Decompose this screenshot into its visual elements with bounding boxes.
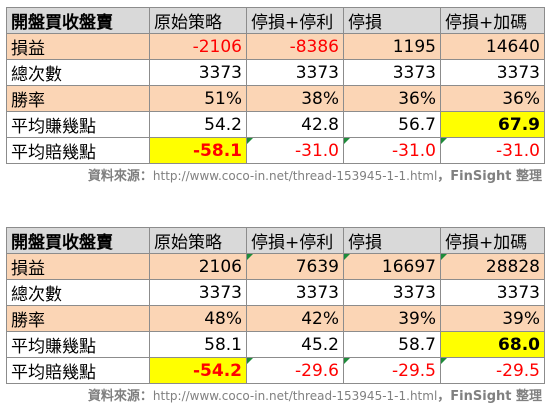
table-cell: 42.8 <box>246 111 344 138</box>
column-header: 停損 <box>343 227 441 254</box>
table-cell: -31.0 <box>343 137 441 164</box>
table-cell: 28828 <box>440 253 545 280</box>
table-cell: -31.0 <box>440 137 545 164</box>
table-cell: 3373 <box>440 59 545 86</box>
table-cell: 39% <box>440 305 545 332</box>
row-avg-loss: 平均賠幾點 -58.1 -31.0 -31.0 -31.0 <box>6 137 545 164</box>
row-label: 損益 <box>6 253 150 280</box>
table-cell: 45.2 <box>246 331 344 358</box>
column-header: 停損 <box>343 7 441 34</box>
row-profit-loss: 損益 2106 7639 16697 28828 <box>6 253 545 280</box>
header-row: 開盤買收盤賣 原始策略 停損+停利 停損 停損+加碼 <box>6 7 545 34</box>
source-caption: 資料來源：http://www.coco-in.net/thread-15394… <box>6 385 544 407</box>
source-url: http://www.coco-in.net/thread-153945-1-1… <box>152 389 438 403</box>
table-cell: 1195 <box>343 33 441 60</box>
table-cell: -29.5 <box>440 357 545 384</box>
table-cell: 2106 <box>149 253 247 280</box>
table-cell: 3373 <box>149 59 247 86</box>
source-suffix: ，FinSight 整理 <box>437 169 542 184</box>
strategy-table-2: 開盤買收盤賣 原始策略 停損+停利 停損 停損+加碼 損益 2106 7639 … <box>6 227 545 384</box>
source-prefix: 資料來源： <box>87 169 153 184</box>
row-label: 勝率 <box>6 85 150 112</box>
table-cell: 58.1 <box>149 331 247 358</box>
table-cell: 48% <box>149 305 247 332</box>
highlighted-cell: 67.9 <box>440 111 545 138</box>
row-label: 平均賺幾點 <box>6 111 150 138</box>
table-cell: -29.5 <box>343 357 441 384</box>
source-url: http://www.coco-in.net/thread-153945-1-1… <box>152 169 438 183</box>
row-total-trades: 總次數 3373 3373 3373 3373 <box>6 59 545 86</box>
table-cell: 16697 <box>343 253 441 280</box>
table-cell: 3373 <box>440 279 545 306</box>
table-cell: 3373 <box>343 59 441 86</box>
row-win-rate: 勝率 48% 42% 39% 39% <box>6 305 545 332</box>
row-label: 平均賺幾點 <box>6 331 150 358</box>
row-avg-loss: 平均賠幾點 -54.2 -29.6 -29.5 -29.5 <box>6 357 545 384</box>
highlighted-cell: 68.0 <box>440 331 545 358</box>
table-cell: 56.7 <box>343 111 441 138</box>
row-avg-gain: 平均賺幾點 54.2 42.8 56.7 67.9 <box>6 111 545 138</box>
strategy-table-1: 開盤買收盤賣 原始策略 停損+停利 停損 停損+加碼 損益 -2106 -838… <box>6 7 545 164</box>
table-title: 開盤買收盤賣 <box>6 7 150 34</box>
table-cell: 3373 <box>246 59 344 86</box>
row-label: 平均賠幾點 <box>6 357 150 384</box>
column-header: 停損+加碼 <box>440 7 545 34</box>
table-cell: -2106 <box>149 33 247 60</box>
comparison-block-1: FinSight 開盤買收盤賣 原始策略 停損+停利 停損 停損+加碼 損益 -… <box>6 7 545 187</box>
source-caption: 資料來源：http://www.coco-in.net/thread-15394… <box>6 165 544 187</box>
highlighted-cell: -58.1 <box>149 137 247 164</box>
table-cell: 58.7 <box>343 331 441 358</box>
table-cell: -8386 <box>246 33 344 60</box>
row-total-trades: 總次數 3373 3373 3373 3373 <box>6 279 545 306</box>
column-header: 原始策略 <box>149 227 247 254</box>
table-cell: 7639 <box>246 253 344 280</box>
source-suffix: ，FinSight 整理 <box>437 389 542 404</box>
table-cell: 39% <box>343 305 441 332</box>
column-header: 停損+停利 <box>246 227 344 254</box>
table-cell: -29.6 <box>246 357 344 384</box>
table-title: 開盤買收盤賣 <box>6 227 150 254</box>
column-header: 停損+停利 <box>246 7 344 34</box>
source-prefix: 資料來源： <box>87 389 153 404</box>
row-win-rate: 勝率 51% 38% 36% 36% <box>6 85 545 112</box>
table-cell: 3373 <box>246 279 344 306</box>
column-header: 停損+加碼 <box>440 227 545 254</box>
highlighted-cell: -54.2 <box>149 357 247 384</box>
row-label: 總次數 <box>6 59 150 86</box>
table-cell: 38% <box>246 85 344 112</box>
comparison-block-2: FinSight 開盤買收盤賣 原始策略 停損+停利 停損 停損+加碼 損益 2… <box>6 227 545 407</box>
table-cell: -31.0 <box>246 137 344 164</box>
row-label: 總次數 <box>6 279 150 306</box>
table-cell: 51% <box>149 85 247 112</box>
table-cell: 3373 <box>149 279 247 306</box>
table-cell: 54.2 <box>149 111 247 138</box>
row-avg-gain: 平均賺幾點 58.1 45.2 58.7 68.0 <box>6 331 545 358</box>
table-cell: 36% <box>343 85 441 112</box>
row-label: 平均賠幾點 <box>6 137 150 164</box>
column-header: 原始策略 <box>149 7 247 34</box>
table-cell: 42% <box>246 305 344 332</box>
table-cell: 36% <box>440 85 545 112</box>
table-cell: 14640 <box>440 33 545 60</box>
table-cell: 3373 <box>343 279 441 306</box>
row-profit-loss: 損益 -2106 -8386 1195 14640 <box>6 33 545 60</box>
row-label: 勝率 <box>6 305 150 332</box>
header-row: 開盤買收盤賣 原始策略 停損+停利 停損 停損+加碼 <box>6 227 545 254</box>
row-label: 損益 <box>6 33 150 60</box>
